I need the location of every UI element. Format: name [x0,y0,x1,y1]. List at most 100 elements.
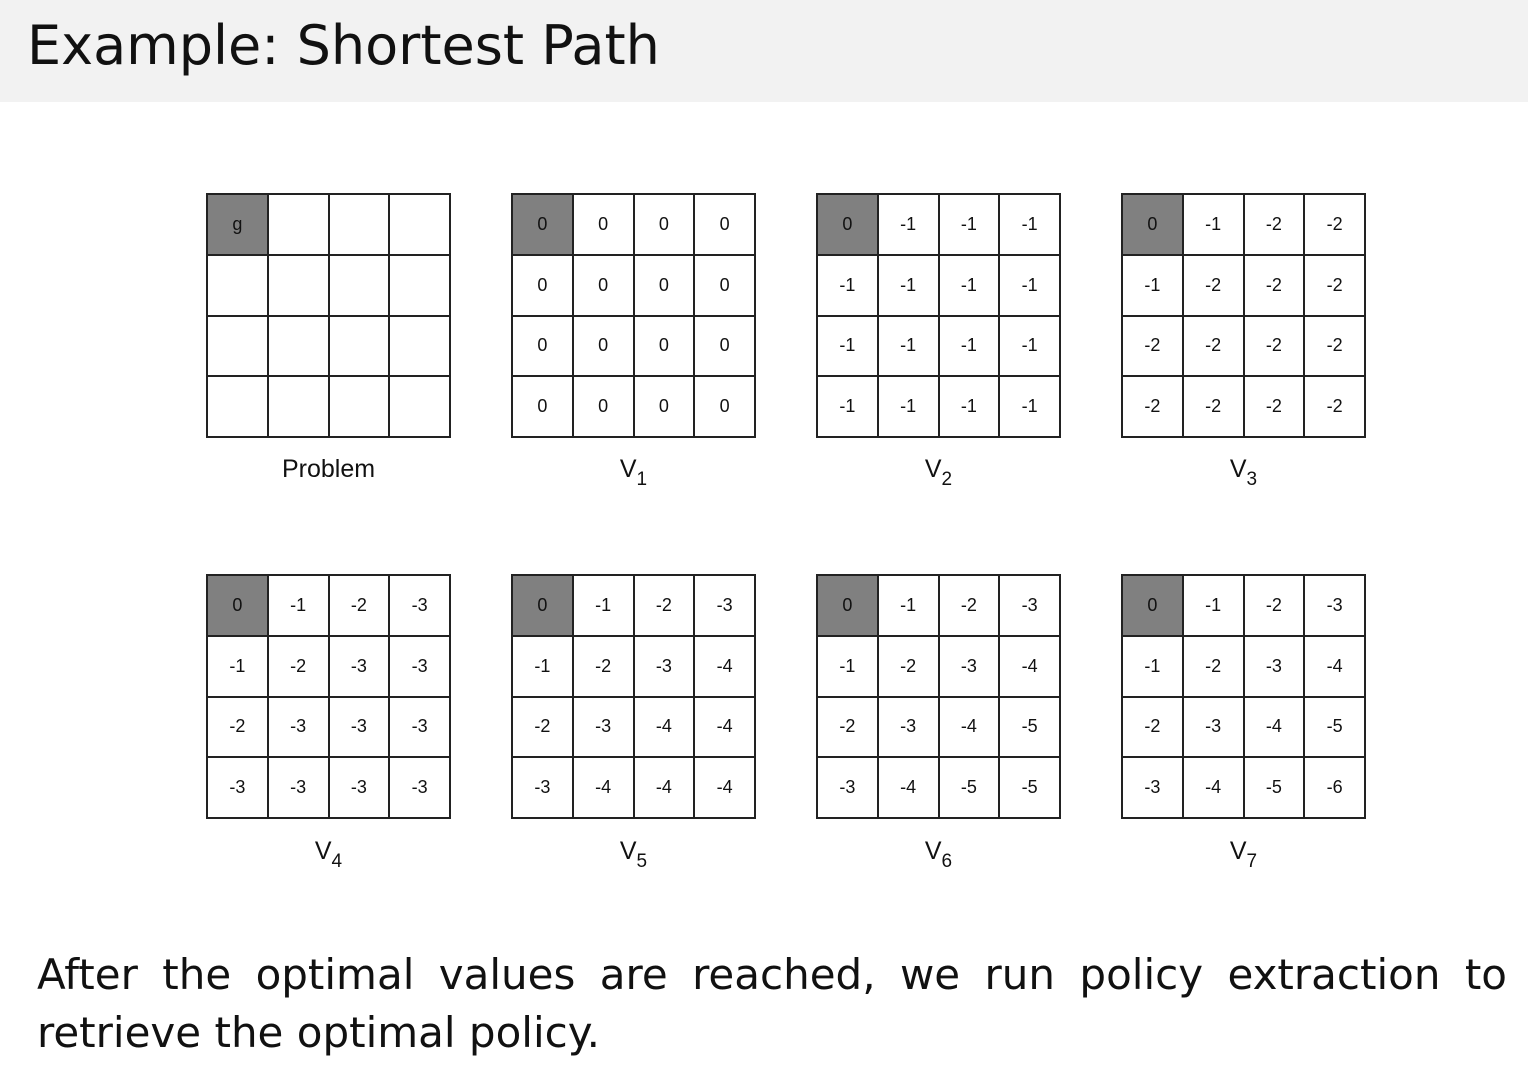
grid-cell [389,376,450,437]
grid-cell: -2 [1122,696,1183,758]
grid-cell: -3 [267,757,329,818]
grid-label-subscript: 6 [941,851,953,872]
grid-label-main: V [619,837,637,865]
grid-cell: -1 [1122,254,1183,316]
grid-label: V6 [816,837,1061,873]
grid-cell: -3 [512,757,573,818]
grid-cell: -1 [267,575,329,636]
grid-cell: -3 [389,757,450,818]
grid-cell: -5 [1304,696,1365,758]
grid-label-subscript: 7 [1246,851,1258,872]
grid-cell: -3 [207,757,268,818]
grid-cell: -3 [1122,757,1183,818]
grid-cell: -2 [1304,194,1365,255]
grid-cell [328,254,390,316]
grid-cell: -3 [328,696,390,758]
grid-cell [328,376,390,437]
grid-cell: -3 [267,696,329,758]
grid-cell: -3 [938,635,1000,697]
grid-cell [267,376,329,437]
grid-cell: -1 [877,575,939,636]
grid-cell: -4 [1243,696,1305,758]
grid-cell: -2 [328,575,390,636]
grid-cell: -2 [1243,376,1305,437]
grid-cell: -2 [1182,376,1244,437]
grid-cell: -1 [938,194,1000,255]
grid-label: V4 [206,837,451,873]
grid-cell: -1 [999,194,1060,255]
grid-cell: 0 [694,315,755,377]
grid-cell: -1 [999,315,1060,377]
grid-cell [207,376,268,437]
goal-cell: g [207,194,268,255]
grid-cell: -1 [1182,194,1244,255]
grid-cell: -2 [817,696,878,758]
goal-cell: 0 [817,575,878,636]
grid-cell: -2 [572,635,634,697]
grid-cell: -6 [1304,757,1365,818]
grid-cell: 0 [512,376,573,437]
grid-label-main: V [1229,837,1247,865]
grid-cell: -1 [512,635,573,697]
grid-cell: -1 [999,376,1060,437]
grid-cell: -3 [1304,575,1365,636]
grid-cell: -2 [267,635,329,697]
grid-cell: -2 [512,696,573,758]
grid-cell: 0 [512,254,573,316]
grid-cell: -4 [633,757,695,818]
grid-cell [389,315,450,377]
grid-cell [267,315,329,377]
grid-cell [389,194,450,255]
grid-cell: -5 [999,696,1060,758]
grid-cell: -1 [877,315,939,377]
grid-cell: -1 [817,315,878,377]
grid-cell: -2 [1182,254,1244,316]
value-grid: 0 -1 -2 -3 -1 -2 -3 -3 -2 -3 -3 -3 -3 -3 -3 -3 [206,574,451,819]
grid-cell: -3 [389,696,450,758]
grid-label: Problem [206,455,451,484]
goal-cell: 0 [512,575,573,636]
slide-title: Example: Shortest Path [27,14,660,77]
slide-body-text: After the optimal values are reached, we… [37,950,1507,1057]
grid-label-subscript: 3 [1246,469,1258,490]
value-grid: 0 -1 -2 -3 -1 -2 -3 -4 -2 -3 -4 -5 -3 -4 -5 -6 [1121,574,1366,819]
grid-cell: -3 [1243,635,1305,697]
grid-cell: -2 [1243,315,1305,377]
grid-cell: -4 [633,696,695,758]
grid-cell: 0 [633,376,695,437]
grid-cell: -2 [1304,315,1365,377]
grid-cell: -3 [389,575,450,636]
grid-cell: -2 [1122,315,1183,377]
grid-cell: -3 [389,635,450,697]
grid-cell: -1 [999,254,1060,316]
grid-label-subscript: 4 [331,851,343,872]
value-grid: 0 -1 -1 -1 -1 -1 -1 -1 -1 -1 -1 -1 -1 -1 -1 -1 [816,193,1061,438]
grid-cell: -4 [877,757,939,818]
grid-cell: 0 [512,315,573,377]
grid-cell: -1 [207,635,268,697]
grid-cell: -1 [572,575,634,636]
grid-cell [267,254,329,316]
grid-cell: -3 [572,696,634,758]
grid-cell: -1 [877,254,939,316]
grid-cell: 0 [694,376,755,437]
grid-cell [328,194,390,255]
grid-cell: 0 [633,194,695,255]
grid-cell: -3 [1182,696,1244,758]
grid-cell: -1 [817,376,878,437]
goal-cell: 0 [512,194,573,255]
grid-label-main: V [1229,455,1247,483]
grid-cell: -1 [938,376,1000,437]
grid-cell: -1 [1182,575,1244,636]
grid-label: V5 [511,837,756,873]
grid-cell: -2 [1243,194,1305,255]
grid-cell: -3 [817,757,878,818]
grid-label-main: V [924,837,942,865]
goal-cell: 0 [207,575,268,636]
grid-label-subscript: 2 [941,469,953,490]
grid-cell: -5 [999,757,1060,818]
grid-cell: -4 [1304,635,1365,697]
grid-cell [389,254,450,316]
grid-label-main: V [619,455,637,483]
grid-cell: -2 [1243,254,1305,316]
